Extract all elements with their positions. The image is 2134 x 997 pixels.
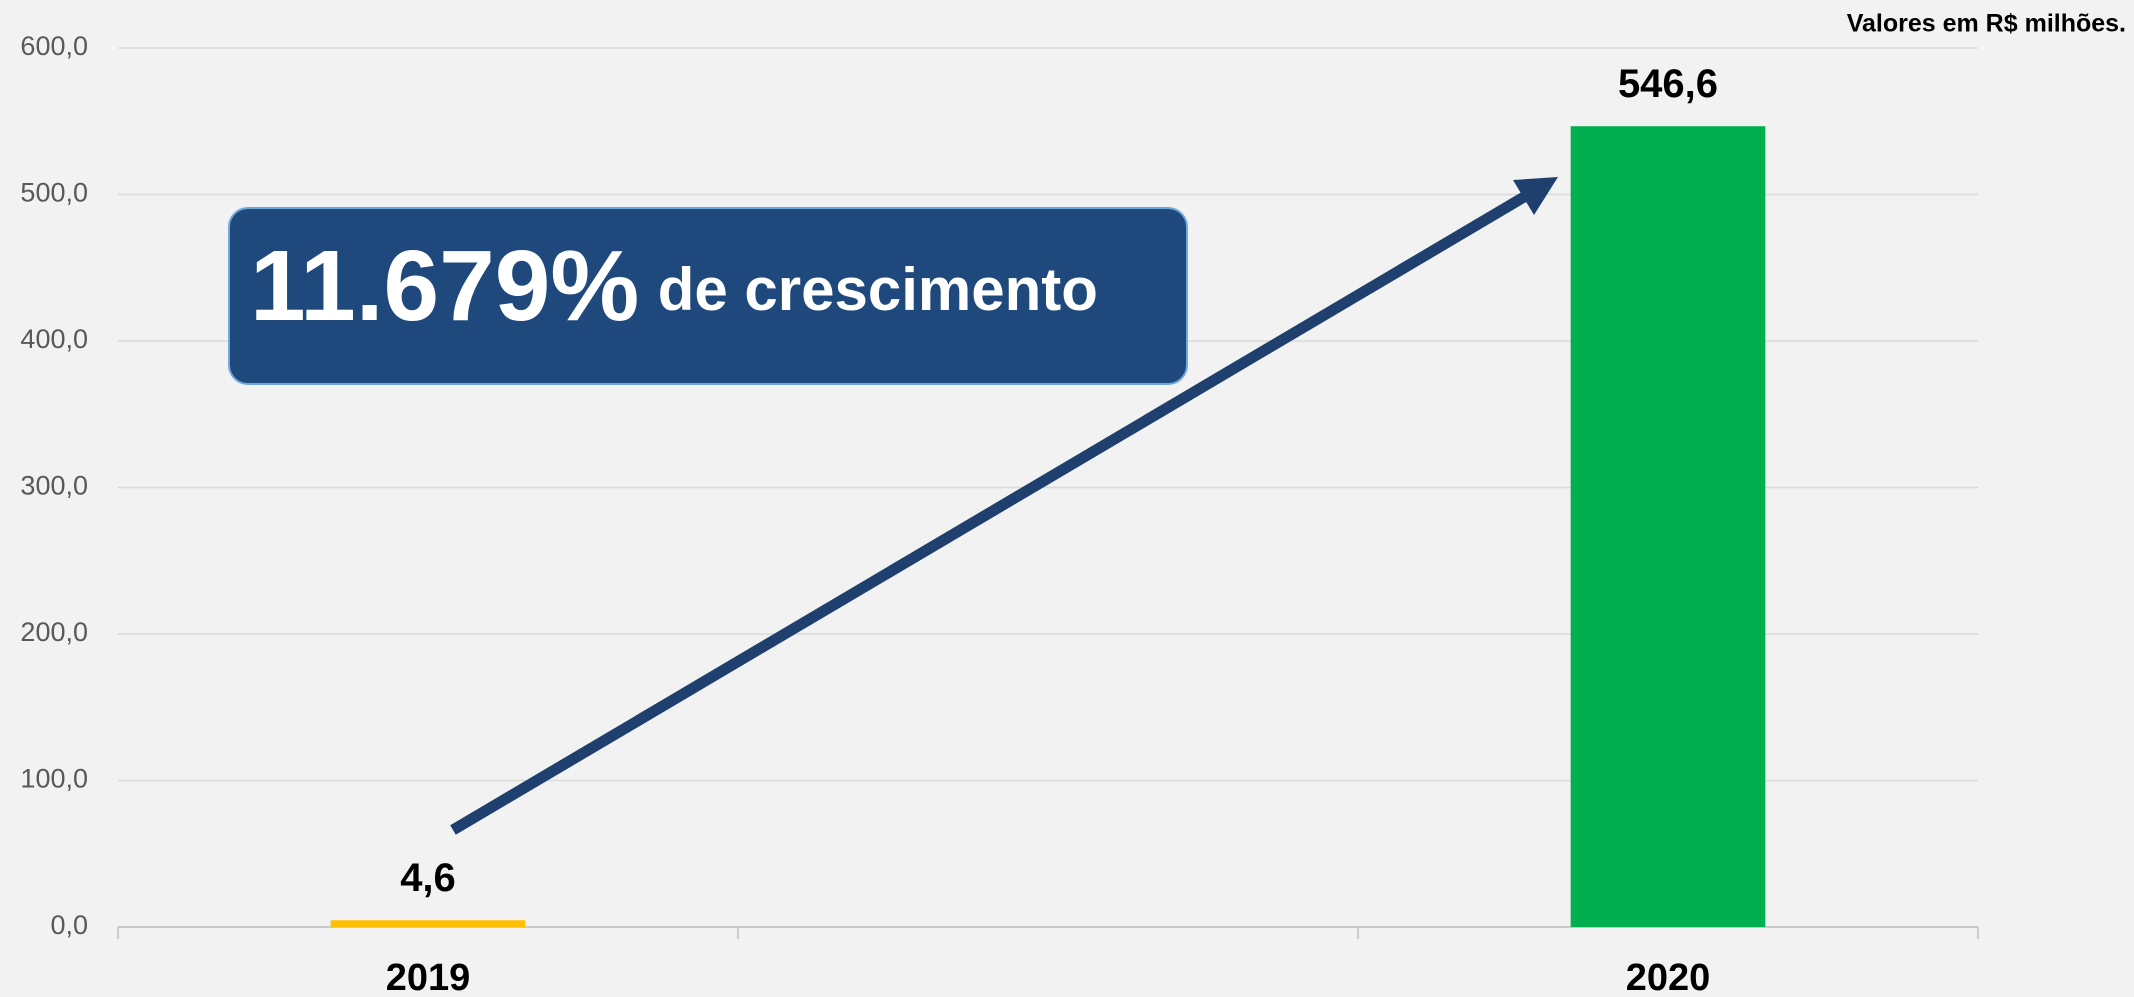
x-tick-label: 2020: [1626, 957, 1711, 997]
value-label: 4,6: [400, 856, 456, 900]
y-tick-label: 500,0: [20, 178, 88, 208]
annotation: 11.679% de crescimento: [250, 230, 1098, 342]
y-tick-label: 300,0: [20, 471, 88, 501]
y-tick-label: 100,0: [20, 764, 88, 794]
y-tick-label: 200,0: [20, 617, 88, 647]
bar: [1570, 126, 1766, 927]
bar: [330, 920, 526, 927]
annotation-value: 11.679%: [250, 230, 639, 342]
annotation-box: [228, 207, 1188, 385]
y-tick-label: 400,0: [20, 324, 88, 354]
growth-arrow: [450, 192, 1527, 835]
growth-arrowhead: [1513, 177, 1558, 215]
y-tick-label: 600,0: [20, 31, 88, 61]
y-tick-label: 0,0: [50, 910, 88, 940]
x-tick-label: 2019: [386, 957, 471, 997]
units-note: Valores em R$ milhões.: [1847, 10, 2126, 38]
annotation-text: de crescimento: [658, 256, 1098, 323]
value-label: 546,6: [1618, 62, 1718, 106]
plot-area: 0,0 100,0 200,0 300,0 400,0 500,0 600,0 2019 4,6…: [20, 31, 1979, 997]
